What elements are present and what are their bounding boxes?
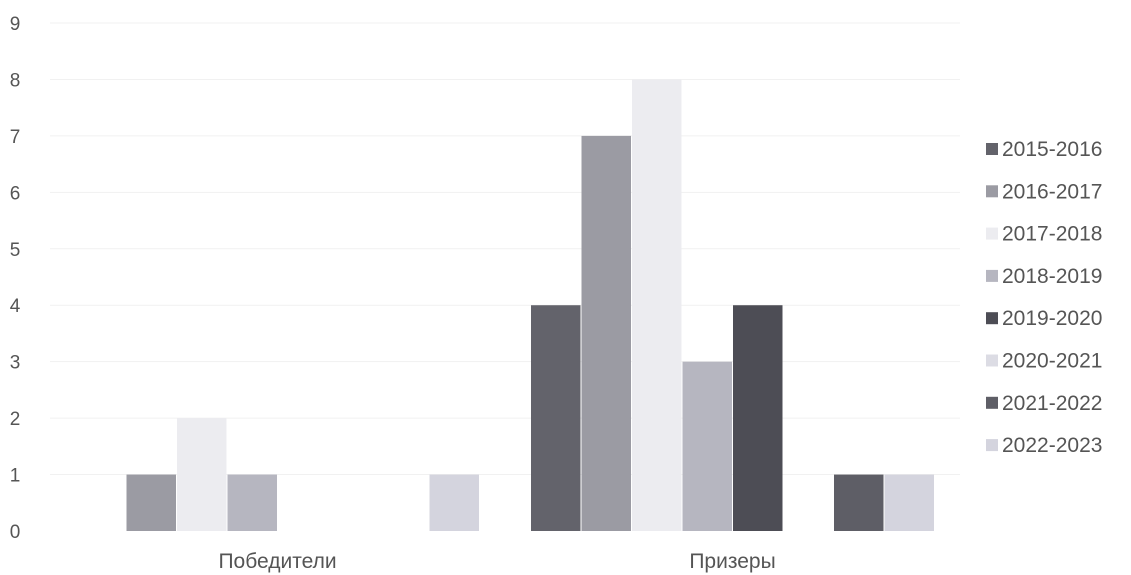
y-tick-label: 1 <box>10 466 21 487</box>
y-axis-ticks: 0 1 2 3 4 5 6 7 8 9 <box>10 14 21 543</box>
legend-item-label: 2018-2019 <box>1002 265 1102 288</box>
legend-item-label: 2021-2022 <box>1002 392 1102 415</box>
y-tick-label: 8 <box>10 70 21 91</box>
bar-2018-2019-Победители <box>227 474 277 531</box>
y-tick-label: 5 <box>10 240 21 261</box>
bar-2022-2023-Победители <box>429 474 479 531</box>
bar-2021-2022-Призеры <box>834 474 884 531</box>
y-tick-label: 0 <box>10 522 21 543</box>
bar-2016-2017-Победители <box>126 474 176 531</box>
legend-swatch <box>986 143 998 155</box>
legend-swatch <box>986 185 998 198</box>
bar-2018-2019-Призеры <box>682 361 732 531</box>
x-category-label: Призеры <box>689 550 775 573</box>
legend-item-label: 2017-2018 <box>1002 223 1102 246</box>
y-tick-label: 2 <box>10 409 21 430</box>
legend-item-label: 2016-2017 <box>1002 180 1102 203</box>
x-axis-categories: Победители Призеры <box>218 550 775 573</box>
legend-swatch <box>986 354 998 367</box>
legend-swatch <box>986 312 998 325</box>
legend-item-label: 2020-2021 <box>1002 350 1102 373</box>
y-tick-label: 9 <box>10 14 21 35</box>
legend-item-label: 2022-2023 <box>1002 434 1102 457</box>
legend-swatch <box>986 439 998 452</box>
bar-2019-2020-Призеры <box>733 305 783 531</box>
legend-swatch <box>986 396 998 409</box>
legend-swatch <box>986 269 998 282</box>
y-tick-label: 7 <box>10 127 21 148</box>
bars <box>126 79 934 531</box>
legend-item-label: 2015-2016 <box>1002 138 1102 161</box>
bar-2017-2018-Победители <box>177 418 227 531</box>
gridlines <box>50 22 960 476</box>
bar-2015-2016-Призеры <box>531 305 581 531</box>
y-tick-label: 6 <box>10 183 21 204</box>
bar-2022-2023-Призеры <box>884 474 934 531</box>
x-category-label: Победители <box>218 550 336 573</box>
y-tick-label: 3 <box>10 353 21 374</box>
bar-2017-2018-Призеры <box>632 79 682 531</box>
legend-swatch <box>986 227 998 240</box>
bar-2016-2017-Призеры <box>581 135 631 531</box>
legend-item-label: 2019-2020 <box>1002 307 1102 330</box>
y-tick-label: 4 <box>10 296 21 317</box>
legend: 2015-2016 2016-2017 2017-2018 2018-2019 2019… <box>986 138 1102 457</box>
